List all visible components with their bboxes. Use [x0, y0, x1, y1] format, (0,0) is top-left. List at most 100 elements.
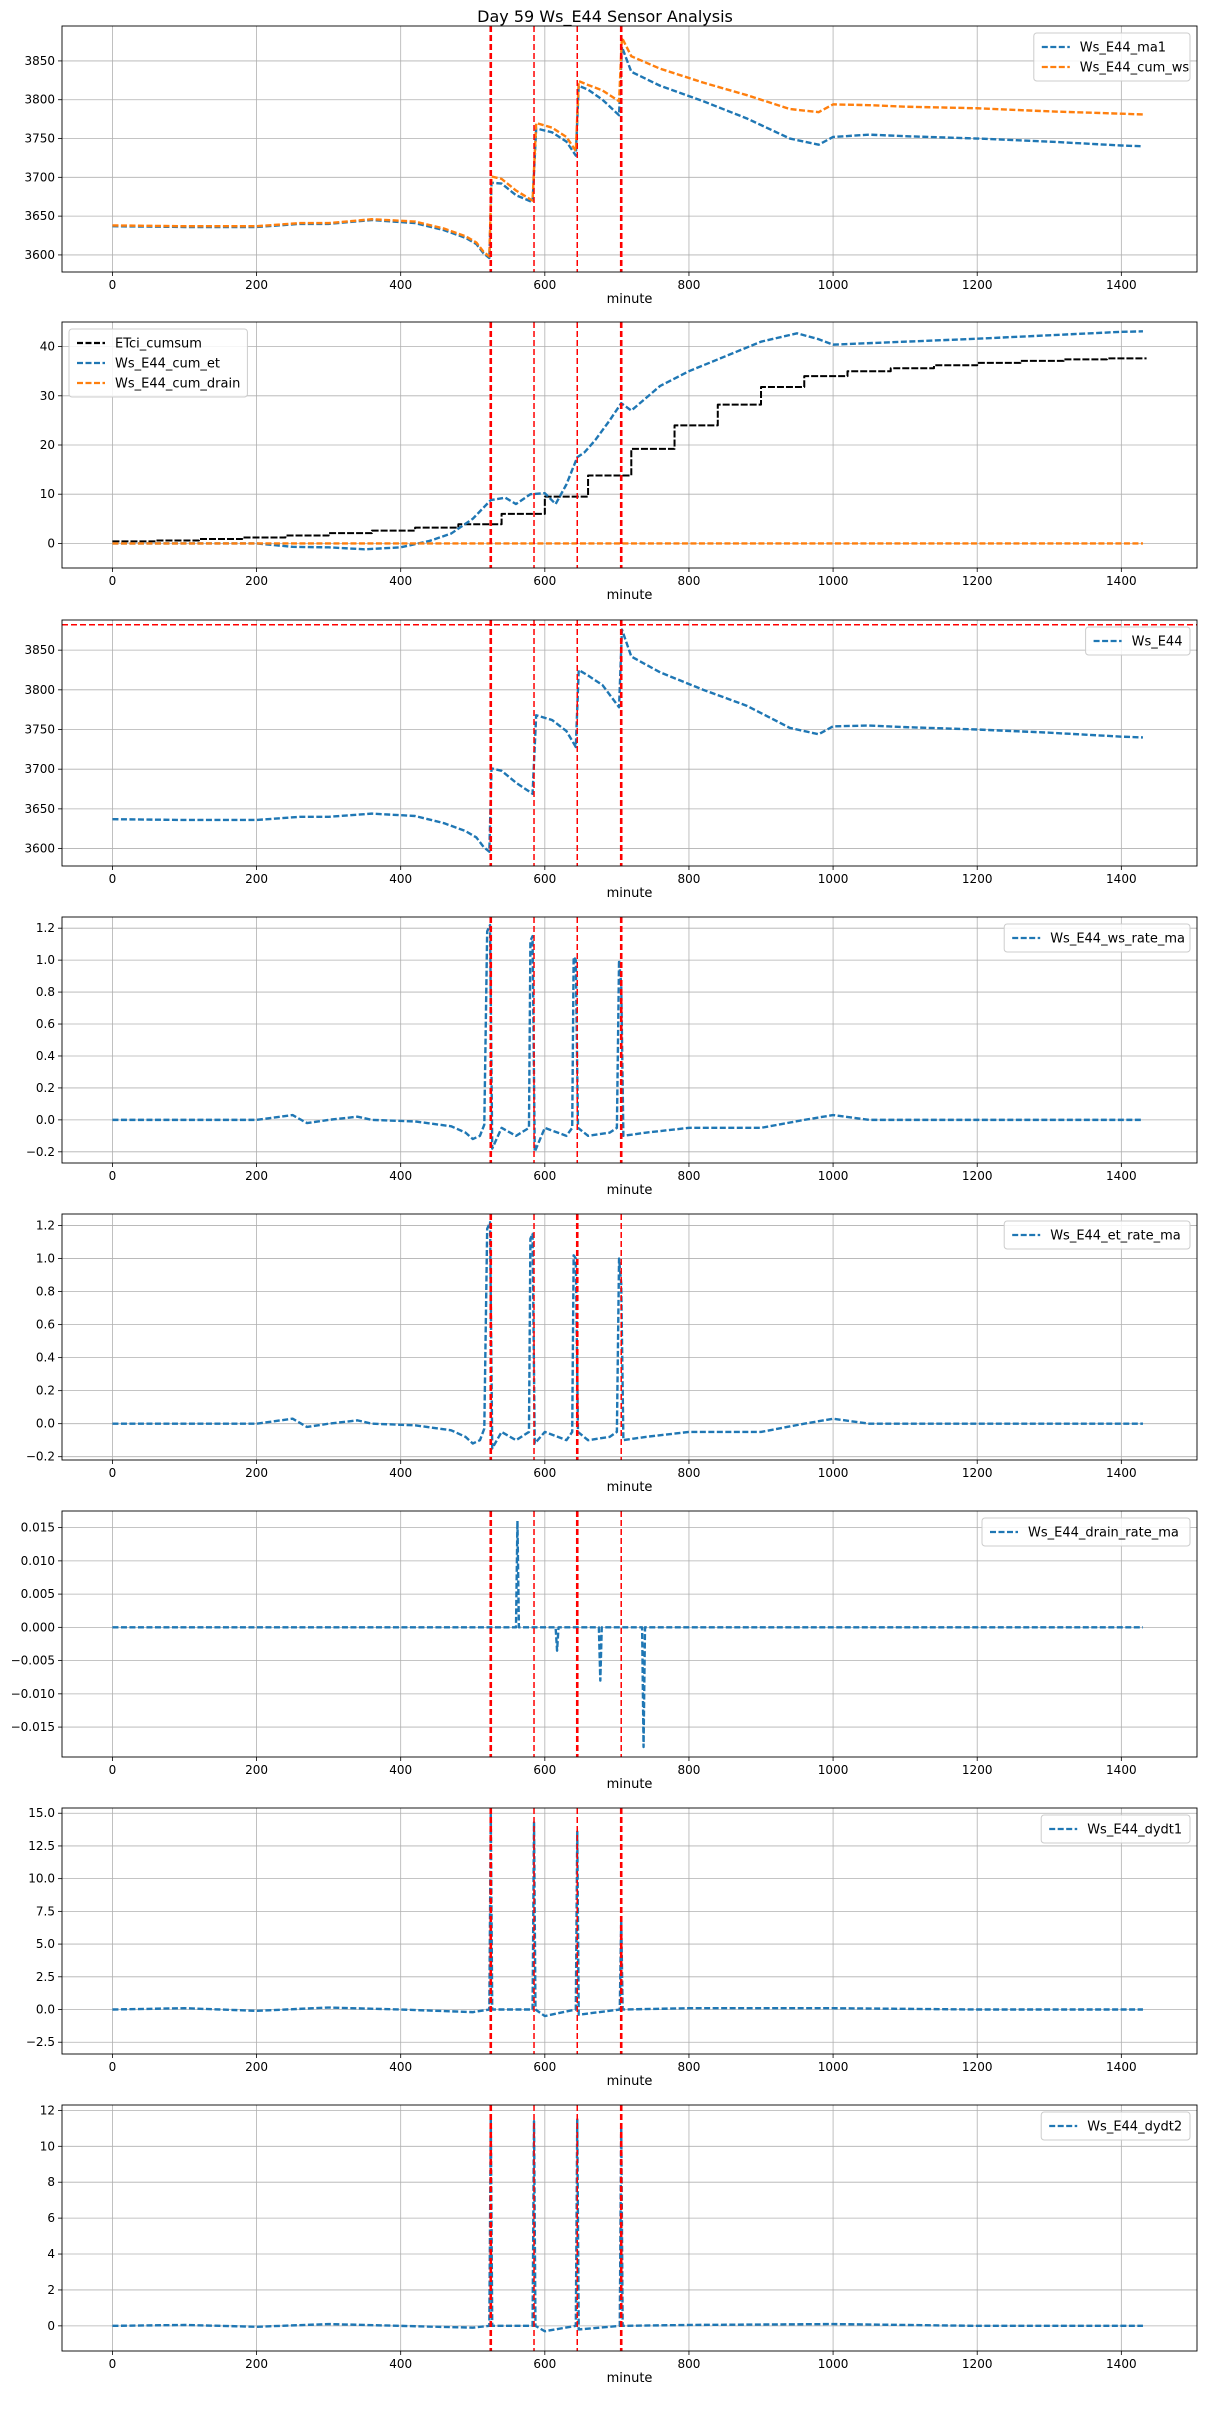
legend: Ws_E44_ws_rate_ma — [1003, 923, 1191, 953]
x-axis-label: minute — [607, 2074, 653, 2089]
y-tick-label: 2.5 — [36, 1970, 55, 1984]
plot-area — [112, 1214, 1143, 1460]
x-tick-label: 1000 — [818, 872, 849, 886]
legend: ETci_cumsum Ws_E44_cum_et Ws_E44_cum_drain — [68, 328, 248, 398]
axes-frame — [61, 25, 1198, 273]
x-tick-label: 800 — [677, 1763, 700, 1777]
x-tick-label: 600 — [533, 1169, 556, 1183]
y-tick-label: 1.2 — [36, 1219, 55, 1233]
x-tick-label: 400 — [389, 2357, 412, 2371]
axes-frame — [61, 1807, 1198, 2055]
legend-label: Ws_E44_ma1 — [1080, 41, 1166, 56]
y-tick-label: 0.8 — [36, 985, 55, 999]
plot-area — [112, 1511, 1143, 1757]
series-line-Ws_E44_et_rate_ma — [112, 1221, 1143, 1450]
legend-box — [1003, 923, 1191, 953]
y-tick-label: 0.0 — [36, 1417, 55, 1431]
x-tick-label: 800 — [677, 278, 700, 292]
x-tick-label: 600 — [533, 2357, 556, 2371]
y-tick-label: 0.010 — [21, 1554, 55, 1568]
y-tick-label: 3750 — [24, 132, 55, 146]
y-tick-label: −0.005 — [11, 1654, 55, 1668]
x-axis-label: minute — [607, 1777, 653, 1792]
y-tick-label: 3650 — [24, 209, 55, 223]
chart-panel-7: 0 200 400 600 800 1000 1200 1400 −2.5 0.0 2.5 5.0 7.… — [26, 1806, 1198, 2089]
y-tick-label: 3750 — [24, 723, 55, 737]
legend-label: Ws_E44 — [1132, 635, 1183, 650]
y-tick-label: 3850 — [24, 54, 55, 68]
x-tick-label: 1000 — [818, 1169, 849, 1183]
y-tick-label: 10 — [40, 2139, 55, 2153]
y-tick-label: 8 — [47, 2175, 55, 2189]
x-tick-label: 400 — [389, 1466, 412, 1480]
x-tick-label: 600 — [533, 278, 556, 292]
y-tick-label: 0.8 — [36, 1285, 55, 1299]
y-tick-label: −2.5 — [26, 2035, 55, 2049]
legend-box — [1040, 1814, 1191, 1844]
x-tick-label: 400 — [389, 574, 412, 588]
x-tick-label: 0 — [109, 574, 117, 588]
x-tick-label: 200 — [245, 2060, 268, 2074]
x-tick-label: 400 — [389, 1169, 412, 1183]
y-tick-label: 4 — [47, 2247, 55, 2261]
x-axis-label: minute — [607, 1183, 653, 1198]
plot-area — [112, 26, 1143, 272]
x-tick-label: 200 — [245, 574, 268, 588]
x-axis-label: minute — [607, 2371, 653, 2386]
x-tick-label: 1200 — [962, 574, 993, 588]
axes-frame — [61, 1510, 1198, 1758]
x-tick-label: 1000 — [818, 2060, 849, 2074]
x-tick-label: 1200 — [962, 2357, 993, 2371]
x-tick-label: 600 — [533, 2060, 556, 2074]
legend-box — [981, 1517, 1191, 1547]
x-tick-label: 800 — [677, 1169, 700, 1183]
x-tick-label: 1400 — [1106, 1169, 1137, 1183]
x-tick-label: 800 — [677, 574, 700, 588]
plot-area — [112, 322, 1147, 568]
y-tick-label: 12 — [40, 2103, 55, 2117]
legend-label: Ws_E44_ws_rate_ma — [1050, 932, 1185, 947]
y-tick-label: 20 — [40, 438, 55, 452]
x-tick-label: 600 — [533, 1763, 556, 1777]
y-tick-label: 3850 — [24, 643, 55, 657]
y-tick-label: 0.2 — [36, 1081, 55, 1095]
figure-title: Day 59 Ws_E44 Sensor Analysis — [477, 7, 733, 27]
x-tick-label: 0 — [109, 1763, 117, 1777]
series-line-Ws_E44_drain_rate_ma — [112, 1519, 1143, 1749]
series-line-ETci_cumsum — [112, 357, 1147, 543]
y-tick-label: 1.0 — [36, 953, 55, 967]
x-axis-label: minute — [607, 588, 653, 603]
x-axis-label: minute — [607, 1480, 653, 1495]
y-tick-label: 0.6 — [36, 1017, 55, 1031]
legend-box — [1085, 626, 1191, 656]
series-line-Ws_E44 — [112, 628, 1143, 853]
legend: Ws_E44_dydt2 — [1040, 2111, 1191, 2141]
y-tick-label: 40 — [40, 340, 55, 354]
x-tick-label: 1200 — [962, 278, 993, 292]
y-tick-label: 0.0 — [36, 2003, 55, 2017]
x-axis-label: minute — [607, 292, 653, 307]
legend-label: ETci_cumsum — [115, 337, 202, 352]
plot-area — [112, 917, 1143, 1163]
chart-panel-2: 0 200 400 600 800 1000 1200 1400 0 10 20 30 40 minute… — [40, 321, 1198, 603]
x-tick-label: 800 — [677, 2357, 700, 2371]
y-tick-label: 2 — [47, 2283, 55, 2297]
chart-panel-5: 0 200 400 600 800 1000 1200 1400 −0.2 0.0 0.2 0.4 0.… — [26, 1213, 1198, 1495]
x-tick-label: 0 — [109, 278, 117, 292]
legend-label: Ws_E44_cum_drain — [115, 377, 240, 392]
y-tick-label: 0.4 — [36, 1351, 55, 1365]
y-tick-label: −0.2 — [26, 1145, 55, 1159]
panels: 0 200 400 600 800 1000 1200 1400360036503700375… — [11, 25, 1198, 2386]
x-tick-label: 400 — [389, 1763, 412, 1777]
x-tick-label: 200 — [245, 278, 268, 292]
x-axis-label: minute — [607, 886, 653, 901]
legend-label: Ws_E44_dydt2 — [1087, 2120, 1182, 2135]
axes-frame — [61, 619, 1198, 867]
x-tick-label: 400 — [389, 872, 412, 886]
axes-frame — [61, 916, 1198, 1164]
axes-frame — [61, 2104, 1198, 2352]
y-tick-label: 0.015 — [21, 1521, 55, 1535]
axes-frame — [61, 1213, 1198, 1461]
y-tick-label: 3700 — [24, 170, 55, 184]
